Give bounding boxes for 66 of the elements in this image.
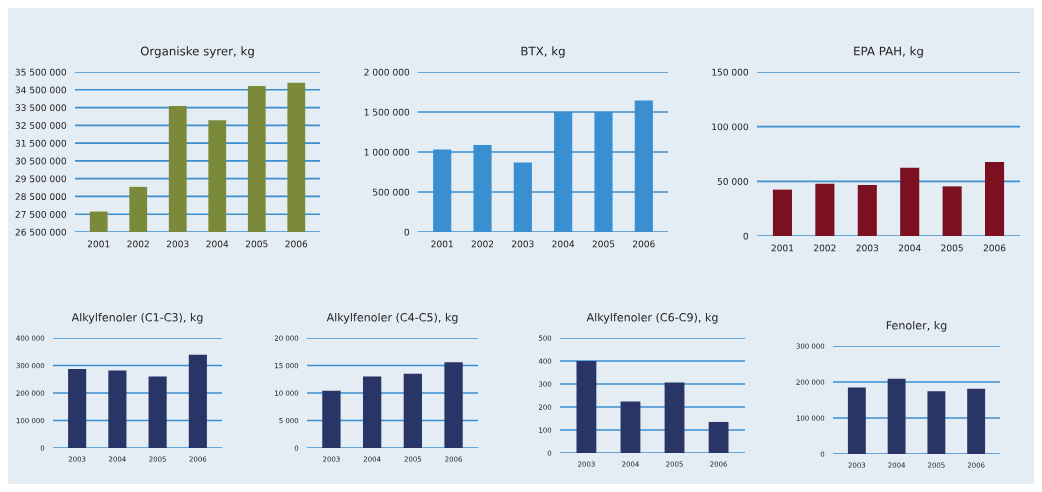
bar [887, 378, 906, 454]
x-tick-label: 2005 [592, 240, 615, 248]
bar [900, 167, 920, 236]
bar [403, 373, 423, 448]
y-tick-label: 26 500 000 [15, 228, 67, 236]
x-tick-label: 2001 [87, 240, 110, 248]
y-tick-label: 100 000 [712, 123, 749, 131]
x-tick-label: 2006 [285, 240, 308, 248]
x-tick-label: 2003 [166, 240, 189, 248]
bar [664, 382, 685, 453]
x-tick-label: 2001 [771, 244, 794, 252]
chart-title: Alkylfenoler (C4-C5), kg [326, 312, 458, 324]
y-tick-label: 150 000 [712, 68, 749, 76]
bar [847, 387, 866, 454]
x-tick-label: 2002 [471, 240, 494, 248]
x-tick-label: 2004 [206, 240, 229, 248]
bar [68, 369, 87, 448]
y-tick-label: 29 500 000 [15, 175, 67, 183]
chart-title: Fenoler, kg [886, 320, 947, 332]
bar [576, 361, 597, 453]
bar [188, 354, 207, 448]
bar [985, 161, 1005, 236]
y-tick-label: 0 [404, 228, 410, 236]
y-tick-label: 1 000 000 [364, 148, 410, 156]
x-tick-label: 2001 [431, 240, 453, 248]
bar [620, 401, 641, 453]
y-tick-label: 27 500 000 [15, 210, 67, 218]
x-tick-label: 2006 [632, 240, 655, 248]
chart-title: Organiske syrer, kg [140, 46, 254, 58]
y-tick-label: 0 [743, 232, 749, 240]
bar [148, 376, 167, 448]
chart-title: BTX, kg [521, 46, 565, 58]
y-tick-label: 50 000 [717, 178, 749, 185]
y-tick-label: 34 500 000 [15, 86, 67, 94]
chart-title: EPA PAH, kg [854, 46, 923, 58]
y-tick-label: 33 500 000 [15, 104, 67, 112]
y-tick-label: 2 000 000 [364, 68, 410, 76]
bar [927, 391, 946, 454]
y-tick-label: 31 500 000 [15, 139, 67, 147]
y-tick-label: 28 500 000 [15, 193, 67, 200]
bar [815, 183, 835, 236]
x-tick-label: 2006 [983, 244, 1006, 252]
x-tick-label: 2004 [552, 240, 575, 248]
bar [108, 370, 127, 448]
bar [942, 186, 962, 236]
y-tick-label: 1 500 000 [364, 108, 410, 116]
bar [322, 390, 341, 448]
x-tick-label: 2003 [856, 244, 879, 252]
x-tick-label: 2005 [941, 244, 963, 252]
x-tick-label: 2002 [127, 240, 149, 248]
bar [857, 185, 877, 236]
x-tick-label: 2003 [512, 240, 534, 248]
y-tick-label: 500 000 [373, 188, 410, 196]
chart-title: Alkylfenoler (C1-C3), kg [71, 312, 203, 324]
x-tick-label: 2005 [245, 240, 268, 248]
y-tick-label: 32 500 000 [15, 122, 67, 129]
x-tick-label: 2002 [814, 244, 836, 252]
bar [362, 376, 382, 448]
bar [708, 421, 729, 453]
y-tick-label: 35 500 000 [15, 68, 67, 76]
chart-title: Alkylfenoler (C6-C9), kg [586, 312, 718, 324]
bar [967, 388, 986, 454]
x-tick-label: 2004 [898, 244, 921, 252]
bar [772, 189, 792, 236]
bar [444, 362, 463, 448]
y-tick-label: 30 500 000 [15, 157, 67, 165]
